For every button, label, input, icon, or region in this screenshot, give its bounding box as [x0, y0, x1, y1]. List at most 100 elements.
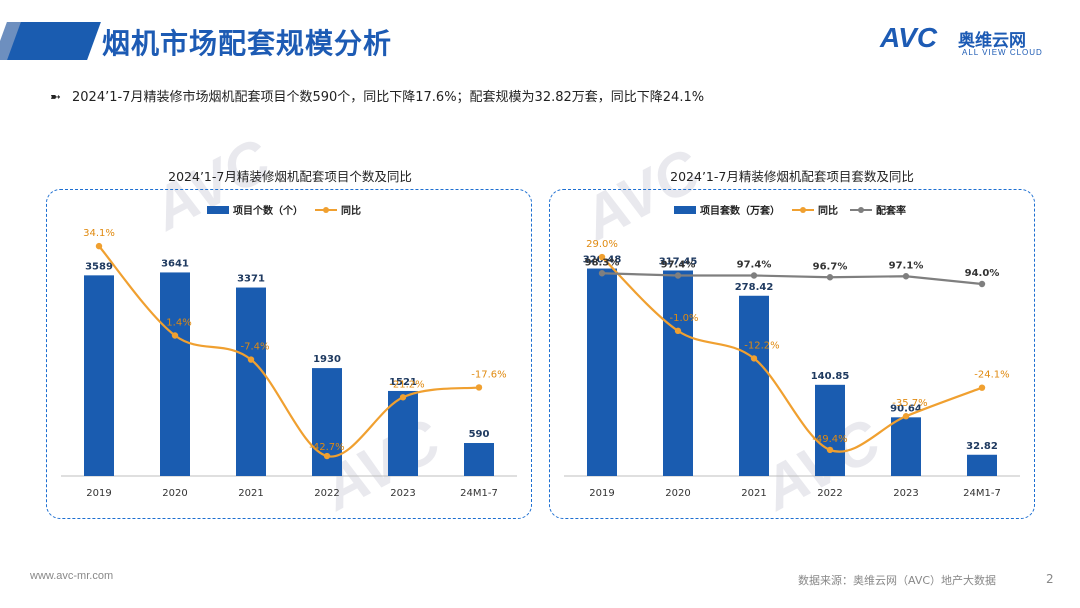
bar	[891, 417, 921, 476]
yoy-label: -1.0%	[669, 313, 698, 324]
summary-text: 2024’1-7月精装修市场烟机配套项目个数590个，同比下降17.6%；配套规…	[72, 90, 705, 105]
legend-line-marker	[858, 207, 864, 213]
yoy-point	[674, 327, 682, 335]
page-number: 2	[1046, 572, 1054, 586]
bar-value-label: 32.82	[966, 441, 998, 452]
chart1-svg: 项目个数（个） 同比 3589 2019 3641 2020 3371 2021 1930 202…	[61, 204, 517, 499]
bar	[464, 443, 494, 476]
logo-cn-text: 奥维云网	[958, 31, 1026, 51]
rate-point	[598, 270, 606, 277]
rate-point	[674, 272, 682, 279]
x-tick-label: 2019	[589, 488, 614, 499]
bar	[312, 368, 342, 476]
bar	[587, 268, 617, 476]
legend-label: 项目套数（万套）	[700, 204, 780, 217]
yoy-label: -21.2%	[389, 379, 424, 390]
bar	[739, 295, 769, 476]
legend-line-marker	[323, 207, 329, 213]
x-tick-label: 24M1-7	[460, 488, 498, 499]
rate-line	[601, 272, 983, 286]
yoy-point	[399, 394, 407, 401]
yoy-point	[323, 452, 331, 460]
bar	[236, 287, 266, 476]
chart1-title: 2024’1-7月精装修烟机配套项目个数及同比	[168, 169, 412, 184]
header: 烟机市场配套规模分析 AVC 奥维云网 ALL VIEW CLOUD	[0, 0, 1080, 80]
yoy-label: -35.7%	[892, 398, 927, 409]
bar-value-label: 3641	[161, 258, 189, 269]
bar-value-label: 317.45	[659, 256, 698, 267]
yoy-point	[750, 355, 758, 362]
yoy-label: -7.4%	[240, 342, 269, 353]
x-tick-label: 2023	[893, 488, 918, 499]
yoy-line	[98, 245, 480, 458]
footer-url: www.avc-mr.com	[30, 570, 114, 582]
bar	[160, 272, 190, 476]
rate-label: 97.4%	[661, 260, 696, 271]
rate-point	[902, 273, 910, 280]
chart1-panel: 项目个数（个） 同比 3589 2019 3641 2020 3371 2021 1930 202…	[46, 189, 532, 519]
yoy-point	[902, 413, 910, 420]
yoy-label: -12.2%	[744, 340, 779, 351]
x-tick-label: 2023	[390, 488, 415, 499]
x-tick-label: 2020	[665, 488, 690, 499]
logo-mark: AVC	[880, 22, 938, 53]
yoy-point	[247, 356, 255, 363]
x-tick-label: 2021	[741, 488, 766, 499]
title-accent-bar	[7, 22, 101, 60]
yoy-label: 29.0%	[586, 239, 618, 250]
chart2-title: 2024’1-7月精装修烟机配套项目套数及同比	[670, 169, 914, 184]
bar-value-label: 90.64	[890, 403, 922, 414]
legend-line-marker	[800, 207, 806, 213]
rate-label: 94.0%	[965, 268, 1000, 279]
bar	[663, 270, 693, 476]
bar-value-label: 1521	[389, 377, 417, 388]
arrow-bullet-icon: ➼	[50, 90, 61, 105]
x-tick-label: 2021	[238, 488, 263, 499]
bar-value-label: 1930	[313, 354, 341, 365]
yoy-label: 34.1%	[83, 228, 115, 239]
bar	[967, 454, 997, 476]
bar-value-label: 3589	[85, 261, 113, 272]
yoy-label: -17.6%	[471, 369, 506, 380]
yoy-label: -24.1%	[974, 370, 1009, 381]
avc-logo: AVC 奥维云网 ALL VIEW CLOUD	[880, 22, 1060, 64]
yoy-label: -42.7%	[309, 442, 344, 453]
yoy-line	[601, 256, 983, 453]
chart2-svg: 项目套数（万套）同比配套率320.482019317.452020278.422…	[564, 204, 1020, 499]
page-title: 烟机市场配套规模分析	[102, 27, 393, 60]
yoy-point	[95, 242, 103, 250]
x-tick-label: 24M1-7	[963, 488, 1001, 499]
chart2-panel: 项目套数（万套）同比配套率320.482019317.452020278.422…	[549, 189, 1035, 519]
bar-value-label: 590	[469, 429, 490, 440]
rate-point	[978, 280, 986, 288]
rate-label: 97.1%	[889, 260, 924, 271]
yoy-point	[475, 384, 483, 391]
bar-value-label: 140.85	[811, 371, 850, 382]
legend-label: 同比	[341, 204, 361, 217]
yoy-label: -49.4%	[812, 434, 847, 445]
x-tick-label: 2022	[314, 488, 339, 499]
yoy-point	[826, 446, 834, 454]
yoy-point	[978, 384, 986, 391]
legend-label: 项目个数（个）	[233, 204, 303, 217]
yoy-point	[171, 332, 179, 339]
legend-label: 配套率	[876, 204, 906, 217]
bar-value-label: 3371	[237, 274, 265, 285]
yoy-label: 1.4%	[166, 318, 191, 329]
bar	[815, 384, 845, 476]
x-tick-label: 2022	[817, 488, 842, 499]
rate-point	[750, 272, 758, 279]
footer-source: 数据来源：奥维云网（AVC）地产大数据	[798, 574, 997, 587]
x-tick-label: 2020	[162, 488, 187, 499]
rate-point	[826, 274, 834, 281]
legend-label: 同比	[818, 204, 838, 217]
x-tick-label: 2019	[86, 488, 111, 499]
legend-bar-swatch	[207, 206, 229, 214]
yoy-point	[598, 253, 606, 261]
rate-label: 96.7%	[813, 261, 848, 272]
bar	[84, 275, 114, 476]
rate-label: 98.3%	[585, 257, 620, 268]
bar-value-label: 278.42	[735, 282, 774, 293]
legend-bar-swatch	[674, 206, 696, 214]
summary-line: ➼ 2024’1-7月精装修市场烟机配套项目个数590个，同比下降17.6%；配套…	[50, 86, 704, 105]
